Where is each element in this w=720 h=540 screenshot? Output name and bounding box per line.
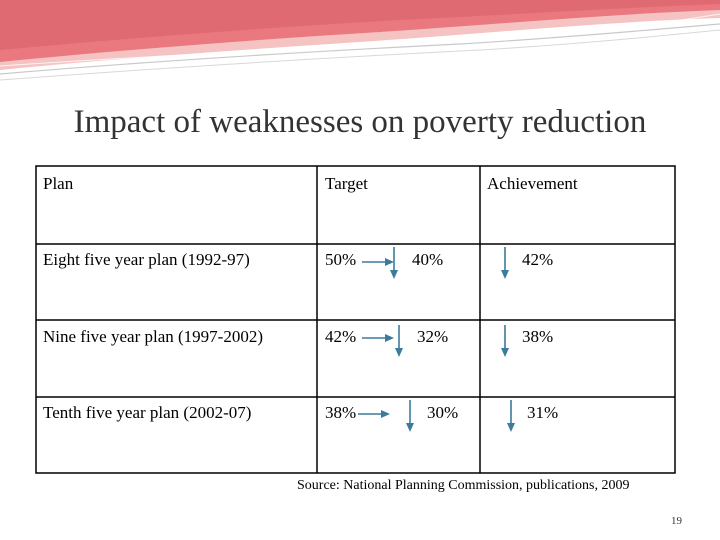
row-achievement: 42% xyxy=(522,250,554,269)
row-target: 42% xyxy=(325,327,357,346)
row-plan: Eight five year plan (1992-97) xyxy=(43,250,250,269)
header-target: Target xyxy=(325,174,368,193)
page-number: 19 xyxy=(671,515,682,527)
row-plan: Tenth five year plan (2002-07) xyxy=(43,403,252,422)
row-target: 38% xyxy=(325,403,357,422)
down-arrow-icon xyxy=(395,325,403,357)
down-arrow-icon xyxy=(501,247,509,279)
down-arrow-icon xyxy=(501,325,509,357)
header-banner xyxy=(0,0,720,81)
row-achievement: 31% xyxy=(527,403,559,422)
row-achievement: 38% xyxy=(522,327,554,346)
down-arrow-icon xyxy=(390,247,398,279)
row-target-revised: 40% xyxy=(412,250,444,269)
row-plan: Nine five year plan (1997-2002) xyxy=(43,327,263,346)
slide-title: Impact of weaknesses on poverty reductio… xyxy=(73,104,647,140)
right-arrow-icon xyxy=(362,334,394,342)
right-arrow-icon xyxy=(362,258,394,266)
header-achievement: Achievement xyxy=(487,174,578,193)
down-arrow-icon xyxy=(406,400,414,432)
right-arrow-icon xyxy=(358,410,390,418)
row-target-revised: 32% xyxy=(417,327,449,346)
row-target: 50% xyxy=(325,250,357,269)
down-arrow-icon xyxy=(507,400,515,432)
row-target-revised: 30% xyxy=(427,403,459,422)
source-caption: Source: National Planning Commission, pu… xyxy=(297,478,630,493)
header-plan: Plan xyxy=(43,174,74,193)
